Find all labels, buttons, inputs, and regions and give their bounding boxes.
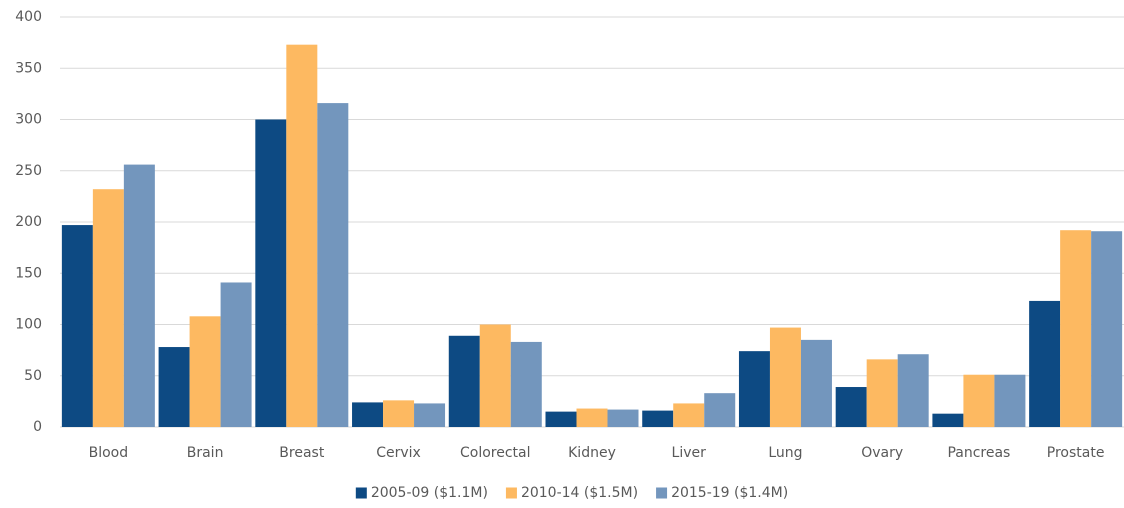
x-tick-label: Blood [89, 445, 129, 461]
bar [576, 408, 608, 427]
bar [1060, 230, 1092, 427]
x-tick-label: Cervix [376, 445, 421, 461]
bar [994, 374, 1026, 427]
legend-swatch [656, 487, 668, 499]
bar [769, 327, 801, 427]
legend-label: 2010-14 ($1.5M) [521, 485, 638, 501]
y-tick-label: 200 [15, 214, 42, 230]
x-tick-label: Pancreas [947, 445, 1010, 461]
bar [317, 103, 349, 427]
bar [383, 400, 415, 427]
bar [286, 44, 318, 428]
bar [1091, 231, 1123, 427]
y-tick-label: 0 [33, 419, 42, 435]
bar [220, 282, 252, 427]
y-tick-label: 150 [15, 265, 42, 281]
bar [932, 413, 964, 427]
bar [448, 335, 480, 427]
bar [704, 393, 736, 427]
bar [673, 403, 705, 427]
bar [866, 359, 898, 427]
x-tick-label: Breast [279, 445, 325, 461]
x-tick-label: Ovary [861, 445, 903, 461]
bar [1029, 300, 1061, 427]
y-tick-label: 350 [15, 60, 42, 76]
bar [545, 411, 577, 427]
legend-item: 2015-19 ($1.4M) [656, 485, 788, 501]
bar [800, 339, 832, 427]
bar [123, 164, 155, 427]
x-tick-label: Colorectal [460, 445, 531, 461]
bar [158, 347, 190, 427]
bar [963, 374, 995, 427]
bar [479, 324, 511, 427]
bar [61, 225, 93, 427]
y-tick-label: 100 [15, 317, 42, 333]
bar [510, 341, 542, 427]
bar [835, 387, 867, 427]
legend-swatch [355, 487, 367, 499]
x-tick-label: Prostate [1047, 445, 1105, 461]
x-tick-label: Lung [768, 445, 802, 461]
y-tick-label: 300 [15, 112, 42, 128]
y-tick-label: 400 [15, 9, 42, 25]
x-tick-label: Kidney [568, 445, 616, 461]
legend-item: 2005-09 ($1.1M) [355, 485, 488, 501]
bar [352, 402, 384, 427]
bar [607, 409, 639, 427]
legend-label: 2015-19 ($1.4M) [671, 485, 788, 501]
x-tick-label: Liver [672, 445, 707, 461]
legend-swatch [505, 487, 517, 499]
bar [642, 410, 674, 427]
bar [897, 354, 929, 427]
legend-label: 2005-09 ($1.1M) [371, 485, 488, 501]
bar [255, 119, 287, 427]
bar [738, 351, 770, 427]
bar [92, 189, 124, 427]
y-tick-label: 250 [15, 163, 42, 179]
bar [189, 316, 221, 427]
x-tick-label: Brain [187, 445, 224, 461]
legend-item: 2010-14 ($1.5M) [505, 485, 638, 501]
y-tick-label: 50 [24, 368, 42, 384]
bar [414, 403, 446, 427]
